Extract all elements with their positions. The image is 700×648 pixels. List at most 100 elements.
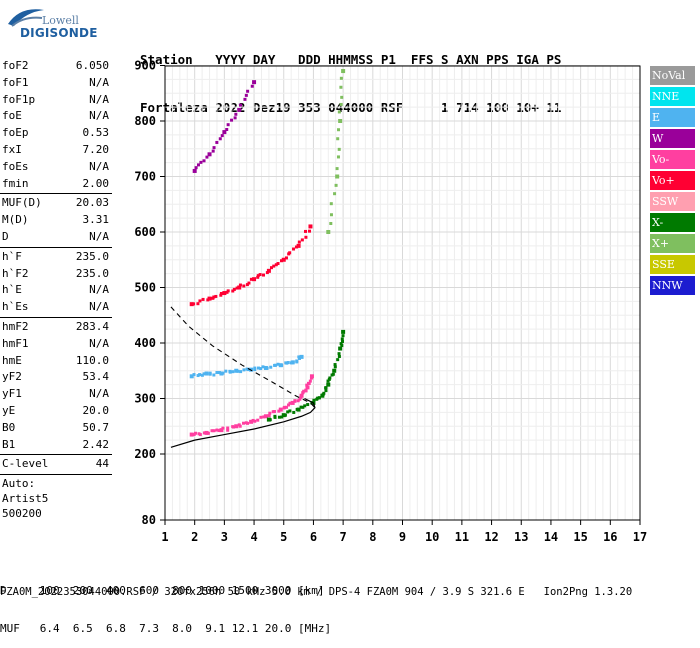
digisonde-logo: Lowell DIGISONDE: [6, 4, 126, 44]
y-tick-label: 700: [134, 170, 156, 184]
trace-point-vo: [267, 414, 271, 418]
legend-item-ssw: SSW: [650, 192, 695, 211]
trace-point-vo: [252, 277, 257, 282]
param-row: fxI 7.20: [0, 142, 112, 159]
trace-point-vo: [290, 400, 295, 405]
autoscale-text: Artist5: [2, 492, 49, 506]
param-value: N/A: [89, 283, 109, 297]
trace-point-e: [256, 366, 260, 370]
param-label: h`F2: [2, 266, 29, 280]
trace-point-e: [219, 371, 224, 376]
trace-point-vo: [285, 405, 289, 409]
param-value: N/A: [89, 109, 109, 123]
trace-point-vo: [253, 419, 257, 423]
trace-point-vo: [298, 397, 302, 401]
scaled-parameters-panel: foF2 6.050 foF1 N/A foF1p N/A foE N/A foEp 0.53 fx…: [0, 58, 112, 521]
trace-point-x: [339, 102, 343, 106]
trace-point-vo: [219, 293, 223, 297]
trace-point-x: [277, 415, 281, 419]
x-tick-label: 10: [425, 530, 439, 544]
param-row: foF1 N/A: [0, 75, 112, 92]
trace-point-e: [212, 373, 216, 377]
trace-point-x: [337, 147, 341, 151]
trace-point-w: [215, 140, 219, 144]
trace-point-e: [276, 362, 280, 366]
trace-point-vo: [238, 283, 242, 287]
trace-point-vo: [231, 289, 235, 293]
param-value: 283.4: [75, 319, 109, 333]
trace-point-vo: [306, 381, 310, 385]
trace-point-x: [335, 167, 339, 171]
trace-point-vo: [259, 415, 263, 419]
y-tick-label: 300: [134, 392, 156, 406]
legend-item-noval: NoVal: [650, 66, 695, 85]
trace-point-vo: [232, 287, 236, 291]
trace-point-x: [312, 398, 316, 402]
trace-point-vo: [287, 403, 291, 407]
x-tick-label: 8: [369, 530, 376, 544]
param-row: yF2 53.4: [0, 369, 112, 386]
param-label: B0: [2, 420, 16, 434]
trace-point-vo: [278, 407, 283, 412]
param-value: 53.4: [82, 370, 110, 384]
trace-point-vo: [194, 431, 198, 435]
y-tick-label: 200: [134, 447, 156, 461]
trace-point-vo: [270, 266, 274, 270]
param-row: foF2 6.050: [0, 58, 112, 75]
trace-point-x: [340, 337, 344, 341]
trace-point-x: [328, 376, 332, 380]
trace-point-vo: [308, 224, 313, 229]
trace-point-x: [336, 137, 340, 141]
param-row: fmin 2.00: [0, 176, 112, 193]
trace-point-x: [333, 365, 337, 369]
trace-point-e: [261, 365, 265, 369]
trace-point-x: [281, 413, 286, 418]
trace-point-e: [280, 363, 284, 367]
trace-point-vo: [247, 281, 251, 285]
trace-point-e: [200, 373, 204, 377]
trace-point-vo: [251, 418, 255, 422]
trace-point-vo: [304, 229, 308, 233]
trace-point-vo: [234, 424, 239, 429]
trace-point-e: [253, 366, 257, 370]
trace-point-e: [215, 370, 219, 374]
trace-point-e: [291, 360, 295, 364]
param-value: 235.0: [75, 249, 109, 263]
param-row: MUF(D) 20.03: [0, 195, 112, 212]
x-tick-label: 1: [161, 530, 168, 544]
polarization-legend: NoVal NNE E W Vo- Vo+ SSW X- X+ SSE NNW: [650, 66, 695, 297]
trace-point-vo: [308, 379, 312, 383]
trace-point-vo: [198, 433, 202, 437]
param-label: hmF2: [2, 319, 29, 333]
trace-point-vo: [304, 388, 308, 392]
legend-item-vo-: Vo+: [650, 171, 695, 190]
param-label: B1: [2, 437, 16, 451]
param-row: hmF2 283.4: [0, 319, 112, 336]
trace-point-vo: [242, 284, 246, 288]
trace-point-e: [202, 372, 206, 376]
trace-point-vo: [302, 389, 306, 393]
param-label: fxI: [2, 142, 22, 156]
trace-point-vo: [304, 235, 308, 239]
trace-point-vo: [238, 424, 242, 428]
trace-point-vo: [296, 399, 300, 403]
param-label: foEs: [2, 159, 29, 173]
trace-point-vo: [204, 430, 209, 435]
muf-table: D 100 200 400 600 800 1000 1500 3000 [km…: [0, 560, 331, 648]
trace-point-x: [334, 183, 338, 187]
trace-point-x: [316, 396, 320, 400]
trace-point-vo: [293, 399, 297, 403]
trace-point-vo: [256, 418, 260, 422]
trace-point-vo: [258, 273, 262, 277]
trace-point-w: [244, 93, 248, 97]
trace-point-vo: [189, 302, 194, 307]
param-value: N/A: [89, 92, 109, 106]
trace-point-w: [234, 112, 238, 116]
param-label: hmE: [2, 353, 22, 367]
x-tick-label: 15: [573, 530, 587, 544]
param-value: 3.31: [82, 213, 110, 227]
trace-point-x: [306, 403, 310, 407]
trace-point-w: [211, 149, 215, 153]
trace-point-vo: [299, 393, 304, 398]
autoscale-text: Auto:: [2, 477, 36, 491]
